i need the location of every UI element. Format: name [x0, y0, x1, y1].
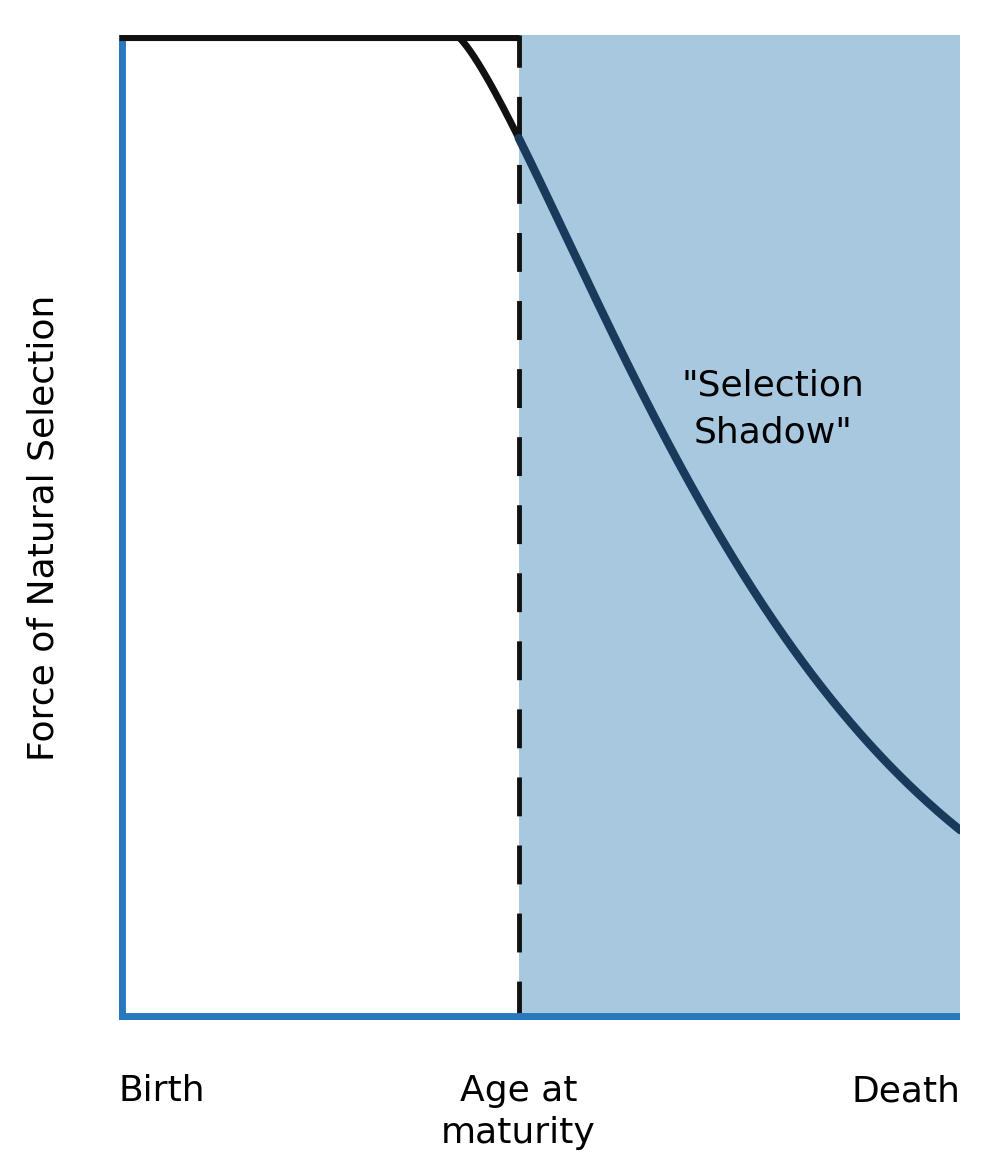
Bar [519, 35, 960, 1020]
Text: Death: Death [851, 1074, 960, 1108]
Text: Age at
maturity: Age at maturity [442, 1074, 596, 1150]
Text: "Selection
Shadow": "Selection Shadow" [682, 369, 864, 450]
Text: Force of Natural Selection: Force of Natural Selection [26, 294, 60, 760]
Text: Birth: Birth [119, 1074, 206, 1108]
